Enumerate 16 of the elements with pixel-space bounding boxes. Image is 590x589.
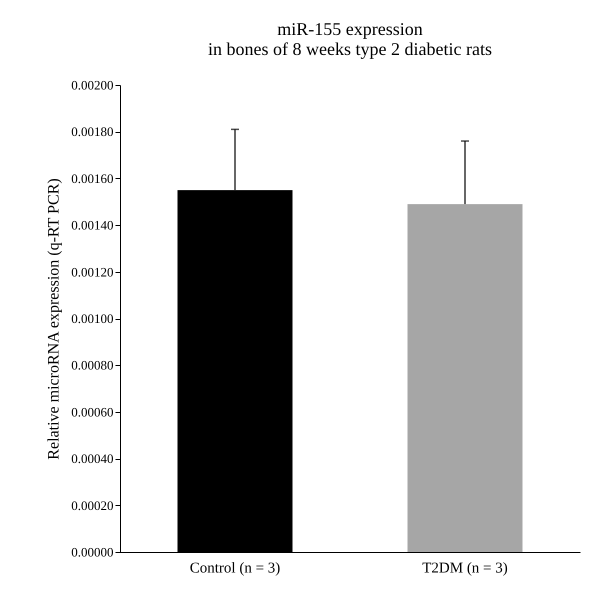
x-tick-label: T2DM (n = 3) xyxy=(422,560,508,576)
y-tick-label: 0.00140 xyxy=(71,218,114,233)
y-tick-label: 0.00160 xyxy=(71,170,114,186)
y-tick-label: 0.00080 xyxy=(71,358,114,373)
text: in bones of 8 weeks type 2 diabetic rats xyxy=(208,39,492,59)
y-tick-label: 0.00000 xyxy=(71,544,114,560)
y-tick-label: 0.00200 xyxy=(71,78,114,92)
y-tick-label: 0.00120 xyxy=(71,264,114,280)
x-tick-label: Control (n = 3) xyxy=(190,560,280,576)
y-tick-label: 0.00100 xyxy=(71,311,114,326)
y-tick-label: 0.00020 xyxy=(71,498,114,513)
y-tick-label: 0.00180 xyxy=(71,124,114,140)
y-tick-label: 0.00060 xyxy=(71,404,114,420)
text: miR-155 expression xyxy=(277,19,423,39)
y-tick-label: 0.00040 xyxy=(71,451,114,466)
y-axis-title: Relative microRNA expression (q-RT PCR) xyxy=(45,178,62,460)
